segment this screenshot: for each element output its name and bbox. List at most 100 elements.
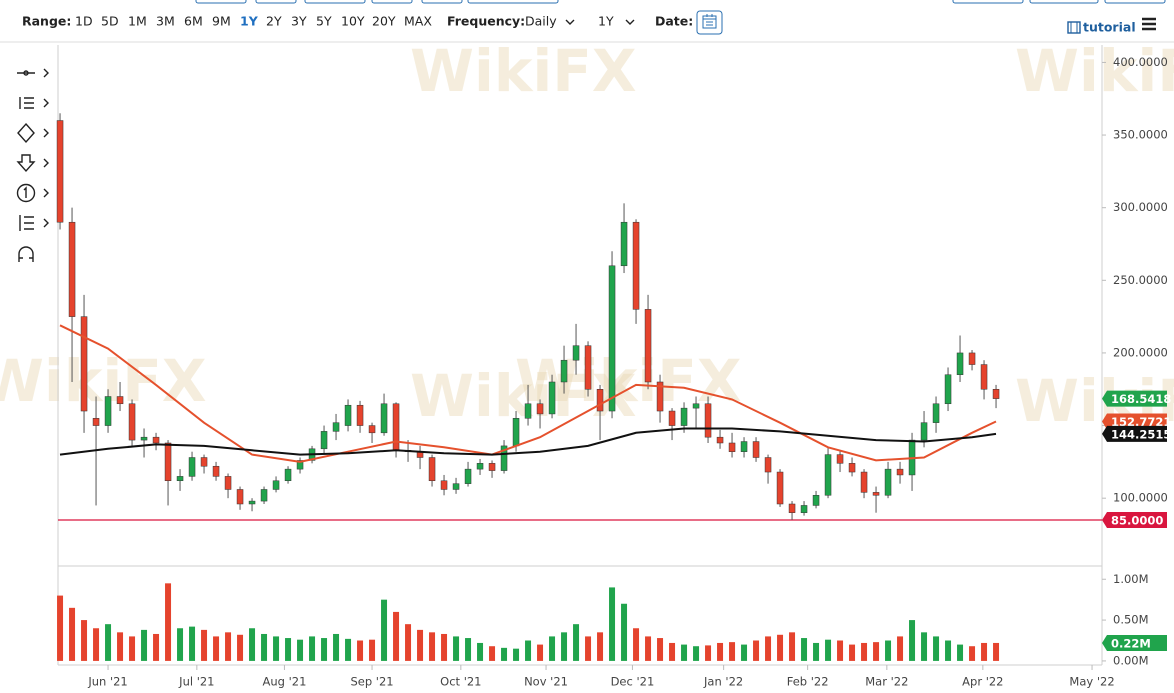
volume-bar — [105, 624, 112, 661]
volume-bar — [429, 632, 436, 661]
calendar-button[interactable] — [696, 10, 723, 35]
volume-bar — [813, 642, 820, 661]
panel-frame — [57, 45, 1103, 666]
volume-bar — [897, 636, 904, 661]
candle-body — [620, 221, 628, 267]
candle-body — [728, 442, 736, 452]
volume-bar — [261, 633, 268, 661]
range-option[interactable]: 20Y — [372, 14, 396, 29]
volume-bar — [705, 645, 712, 661]
ma-fast-label: 152.7721 — [1111, 415, 1171, 429]
interval-chevron[interactable] — [625, 19, 635, 25]
toolbar: Range: Frequency: Daily 1Y Date: tutoria… — [22, 10, 1156, 35]
tool-measure[interactable] — [19, 215, 49, 231]
tool-magnet[interactable] — [18, 246, 34, 262]
interval-select[interactable]: 1Y — [598, 14, 614, 29]
candle-body — [92, 418, 100, 426]
range-option[interactable]: 1M — [128, 14, 147, 29]
range-option[interactable]: MAX — [404, 14, 432, 29]
range-option[interactable]: 3M — [156, 14, 175, 29]
tool-number[interactable] — [16, 183, 49, 203]
x-tick-label: Sep '21 — [350, 675, 393, 689]
frequency-chevron[interactable] — [565, 19, 575, 25]
candle-body — [980, 364, 988, 390]
volume-bar — [753, 640, 760, 661]
x-tick-label: Nov '21 — [524, 675, 568, 689]
candle-body — [104, 396, 112, 426]
volume-bar — [585, 636, 592, 661]
candle-body — [128, 403, 136, 441]
volume-bar — [57, 595, 64, 661]
tutorial-text[interactable]: tutorial — [1083, 20, 1136, 35]
menu-button[interactable] — [1142, 17, 1156, 31]
volume-bar — [621, 603, 628, 661]
last-price-label: 168.5418 — [1111, 392, 1171, 406]
range-option[interactable]: 5D — [101, 14, 119, 29]
volume-bar — [765, 636, 772, 661]
volume-bar — [501, 647, 508, 661]
drawing-tools — [16, 68, 49, 262]
volume-bar — [129, 636, 136, 661]
last-volume-box — [1102, 634, 1167, 651]
watermark: WikiFX — [0, 347, 207, 415]
tool-fib[interactable] — [19, 97, 49, 109]
candle-body — [932, 403, 940, 423]
last-price-box — [1102, 390, 1167, 407]
range-option[interactable]: 1D — [75, 14, 93, 29]
volume-bar — [453, 636, 460, 661]
range-option[interactable]: 10Y — [341, 14, 365, 29]
support-box — [1102, 511, 1167, 528]
candle-body — [392, 403, 400, 451]
y-tick-label: 350.0000 — [1113, 128, 1168, 142]
candle-body — [188, 457, 196, 477]
candle-body — [596, 388, 604, 412]
y-tick-label: 100.0000 — [1113, 491, 1168, 505]
range-option[interactable]: 1Y — [240, 14, 259, 29]
tool-arrow[interactable] — [16, 154, 49, 173]
range-option[interactable]: 3Y — [291, 14, 307, 29]
candle-body — [884, 468, 892, 496]
candle-body — [680, 407, 688, 426]
x-tick-label: Aug '21 — [262, 675, 306, 689]
candle-body — [440, 480, 448, 490]
volume-bar — [405, 624, 412, 661]
candle-body — [476, 463, 484, 470]
candle-body — [752, 441, 760, 458]
range-option[interactable]: 6M — [184, 14, 203, 29]
tool-line[interactable] — [17, 68, 49, 78]
volume-bar — [297, 639, 304, 661]
volume-tick-label: 0.00M — [1113, 653, 1149, 667]
candle-body — [224, 476, 232, 490]
support-label: 85.0000 — [1111, 513, 1163, 527]
volume-bar — [369, 639, 376, 661]
candle-body — [296, 460, 304, 470]
tool-shape[interactable] — [17, 122, 49, 144]
volume-bar — [633, 628, 640, 661]
candle-body — [668, 410, 676, 426]
candle-body — [860, 471, 868, 493]
candle-body — [68, 221, 76, 317]
volume-bar — [201, 629, 208, 661]
volume-bar — [393, 611, 400, 661]
range-option[interactable]: 2Y — [266, 14, 282, 29]
candle-body — [524, 403, 532, 419]
volume-bar — [561, 632, 568, 661]
range-option[interactable]: 9M — [212, 14, 231, 29]
tutorial-link[interactable]: tutorial — [1067, 20, 1136, 35]
candle-body — [776, 471, 784, 505]
candle-body — [872, 492, 880, 496]
range-option[interactable]: 5Y — [316, 14, 332, 29]
frequency-select[interactable]: Daily — [525, 14, 557, 29]
candle-body — [284, 468, 292, 482]
candle-body — [116, 396, 124, 405]
volume-bar — [345, 638, 352, 661]
volume-bar — [873, 642, 880, 661]
volume-bar — [333, 633, 340, 661]
volume-bar — [573, 624, 580, 661]
x-tick-label: May '22 — [1069, 675, 1114, 689]
y-tick-label: 300.0000 — [1113, 200, 1168, 214]
candle-body — [272, 480, 280, 490]
volume-bar — [477, 642, 484, 661]
volume-bar — [837, 640, 844, 661]
volume-bar — [189, 626, 196, 661]
